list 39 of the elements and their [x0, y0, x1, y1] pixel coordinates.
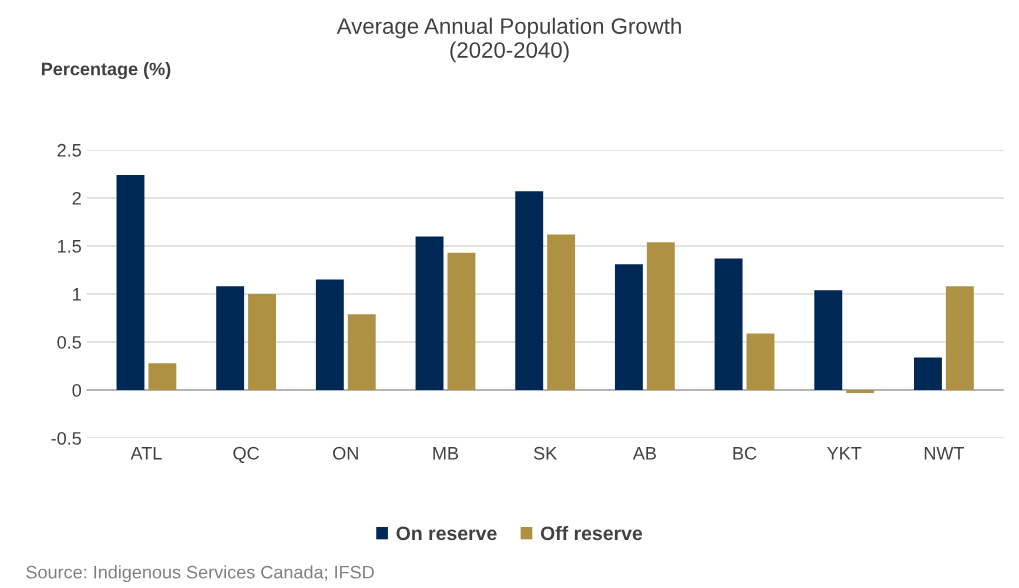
bar — [116, 174, 145, 391]
bar — [945, 286, 974, 391]
bar — [148, 363, 177, 391]
y-tick-label: 1 — [73, 288, 81, 301]
x-tick-label: MB — [433, 447, 459, 460]
bar — [846, 390, 875, 393]
bar — [914, 357, 942, 391]
y-tick-label: 2.5 — [57, 143, 81, 157]
y-tick-label: 2 — [72, 191, 81, 205]
x-tick-label: QC — [233, 446, 259, 463]
bar — [315, 279, 344, 391]
bar — [447, 252, 476, 391]
bar — [415, 236, 444, 391]
bar — [646, 242, 675, 391]
y-tick-label: 1.5 — [58, 240, 81, 253]
y-tick-label: -0.5 — [51, 431, 81, 445]
bar — [714, 258, 743, 391]
bar — [347, 314, 376, 391]
y-axis-title: Percentage (%) — [41, 62, 171, 80]
y-tick-label: 0.5 — [57, 335, 81, 349]
y-tick-label: 0 — [72, 383, 82, 397]
chart-title: Average Annual Population Growth (2020-2040) — [336, 17, 681, 63]
bar — [216, 286, 245, 391]
bar — [547, 234, 576, 391]
bar — [614, 264, 643, 391]
x-tick-label: ATL — [130, 447, 162, 460]
x-tick-label: NWT — [924, 447, 965, 460]
legend-label: On reserve — [396, 526, 497, 541]
x-tick-label: BC — [733, 446, 757, 460]
x-tick-label: ON — [333, 446, 358, 460]
bar — [248, 294, 277, 391]
bar — [814, 290, 843, 391]
x-tick-label: AB — [632, 447, 656, 460]
x-tick-label: YKT — [827, 447, 862, 460]
source-note: Source: Indigenous Services Canada; IFSD — [26, 565, 374, 583]
legend-label: Off reserve — [540, 525, 643, 541]
x-tick-label: SK — [533, 446, 557, 460]
bar — [746, 333, 775, 391]
bar — [515, 191, 544, 391]
